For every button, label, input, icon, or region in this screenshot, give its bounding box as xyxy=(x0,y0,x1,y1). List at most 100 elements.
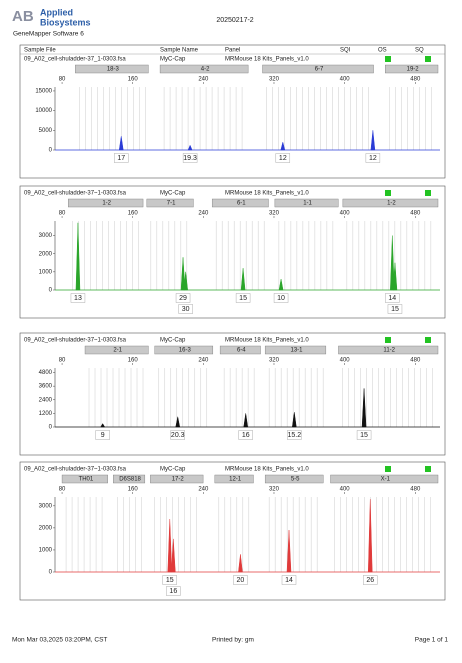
peak xyxy=(243,413,249,428)
marker-name: 1-2 xyxy=(102,201,111,207)
sample-name: MyC-Cap xyxy=(160,338,186,344)
y-tick-label: 0 xyxy=(49,288,53,294)
x-tick-label: 480 xyxy=(410,211,421,217)
allele-box xyxy=(166,586,181,596)
logo: AB xyxy=(12,8,34,25)
run-name: 20250217-2 xyxy=(216,17,253,24)
allele-box xyxy=(365,153,381,163)
allele-box xyxy=(170,430,185,440)
status xyxy=(385,466,391,472)
x-tick-label: 80 xyxy=(59,77,66,83)
marker-bin xyxy=(214,474,254,484)
allele-label: 16 xyxy=(169,588,177,595)
panel xyxy=(19,332,446,456)
allele-label: 15 xyxy=(360,432,368,439)
allele-label: 15 xyxy=(166,577,174,584)
marker-bin xyxy=(274,198,339,208)
y-tick-label: 3600 xyxy=(39,384,53,390)
status xyxy=(425,337,431,343)
marker-bin xyxy=(84,345,149,355)
marker-name: D6S818 xyxy=(119,477,141,483)
allele-label: 14 xyxy=(285,577,293,584)
allele-box xyxy=(175,293,191,303)
allele-box xyxy=(238,430,253,440)
x-tick-label: 80 xyxy=(59,211,66,217)
y-tick-label: 0 xyxy=(49,425,53,431)
footer-printed: Printed by: gm xyxy=(212,637,254,644)
x-tick-label: 400 xyxy=(340,487,351,493)
marker-bin xyxy=(159,64,249,74)
allele-box xyxy=(162,575,177,585)
marker-bin xyxy=(342,198,439,208)
allele-box xyxy=(273,293,289,303)
marker-bin xyxy=(113,474,146,484)
peak xyxy=(167,519,173,573)
allele-label: 20 xyxy=(237,577,245,584)
status xyxy=(425,56,431,62)
peak xyxy=(361,388,367,428)
peak xyxy=(390,235,395,291)
column-header: Panel xyxy=(225,48,240,54)
marker-bin xyxy=(385,64,439,74)
allele-label: 15 xyxy=(239,295,247,302)
allele-box xyxy=(385,293,400,303)
allele-label: 17 xyxy=(117,155,125,162)
y-tick-label: 2000 xyxy=(39,525,53,531)
status xyxy=(425,190,431,196)
panel xyxy=(19,44,446,179)
column-header: SQI xyxy=(340,48,351,54)
sample-file: 09_A02_cell-shuladder-37~1-0303.fsa xyxy=(24,467,127,473)
marker-bin xyxy=(264,345,327,355)
x-tick-label: 400 xyxy=(340,358,351,364)
sample-name: MyC-Cap xyxy=(160,191,186,197)
peak xyxy=(238,554,243,573)
allele-label: 15.2 xyxy=(287,432,301,439)
allele-box xyxy=(178,304,193,314)
marker-name: TH01 xyxy=(79,477,94,483)
peak xyxy=(180,257,186,291)
marker-name: 19-2 xyxy=(407,67,420,73)
column-header: OS xyxy=(378,48,387,54)
y-tick-label: 3000 xyxy=(39,503,53,509)
allele-box xyxy=(70,293,86,303)
logo-text: Applied xyxy=(40,7,73,17)
y-tick-label: 3000 xyxy=(39,233,53,239)
x-tick-label: 240 xyxy=(198,487,209,493)
marker-name: 11-2 xyxy=(383,348,395,354)
panel-name: MRMouse 18 Kits_Panels_v1.0 xyxy=(225,338,309,344)
sample-file: 09_A02_cell-shuladder-37_1-0303.fsa xyxy=(24,57,126,63)
marker-name: 1-1 xyxy=(303,201,312,207)
x-tick-label: 240 xyxy=(198,211,209,217)
column-header: SQ xyxy=(415,48,424,54)
marker-bin xyxy=(150,474,204,484)
x-tick-label: 160 xyxy=(128,487,139,493)
allele-box xyxy=(287,430,302,440)
y-tick-label: 10000 xyxy=(35,108,52,114)
x-tick-label: 160 xyxy=(128,211,139,217)
marker-name: 6-7 xyxy=(315,67,324,73)
status xyxy=(385,56,391,62)
allele-box xyxy=(363,575,378,585)
marker-bin xyxy=(154,345,214,355)
status xyxy=(385,190,391,196)
peak xyxy=(286,530,292,573)
software: GeneMapper Software 6 xyxy=(13,31,84,38)
x-tick-label: 320 xyxy=(269,487,280,493)
sample-file: 09_A02_cell-shuladder-37~1-0303.fsa xyxy=(24,191,127,197)
footer-page: Page 1 of 1 xyxy=(415,637,449,644)
x-tick-label: 240 xyxy=(198,358,209,364)
marker-name: 16-3 xyxy=(179,348,192,354)
marker-bin xyxy=(211,198,269,208)
x-tick-label: 240 xyxy=(198,77,209,83)
allele-box xyxy=(281,575,297,585)
column-header: Sample Name xyxy=(160,48,199,54)
marker-name: X-1 xyxy=(381,477,391,483)
peak xyxy=(100,423,106,428)
marker-name: 12-1 xyxy=(229,477,242,483)
allele-label: 14 xyxy=(388,295,396,302)
marker-name: 2-1 xyxy=(113,348,122,354)
x-tick-label: 160 xyxy=(128,77,139,83)
marker-name: 1-2 xyxy=(387,201,396,207)
allele-box xyxy=(356,430,372,440)
allele-box xyxy=(235,293,251,303)
